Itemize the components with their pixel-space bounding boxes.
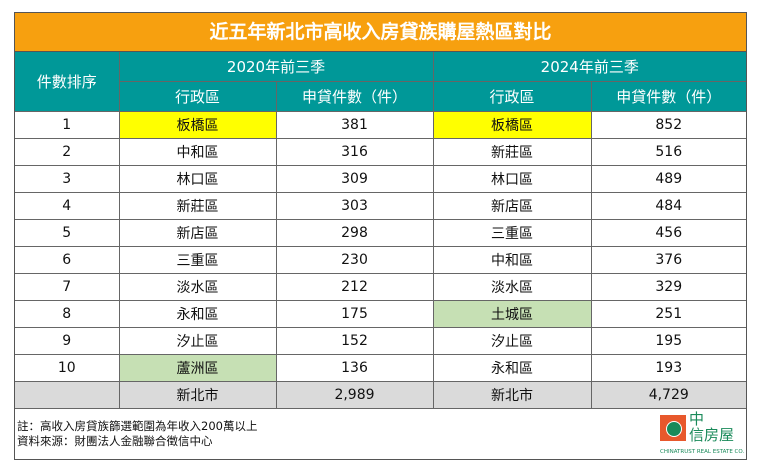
district-2024-cell: 林口區: [432, 165, 592, 193]
total-count-2024: 4,729: [590, 381, 746, 409]
district-2024-cell: 新店區: [432, 192, 592, 220]
rank-cell: 8: [15, 300, 120, 328]
district-2020-cell: 新店區: [118, 219, 277, 247]
table-row: 5 新店區 298 三重區 456: [15, 219, 746, 247]
count-2024-cell: 456: [590, 219, 746, 247]
district-header-2024: 行政區: [432, 81, 592, 112]
logo-text-2: 信房屋: [689, 426, 735, 444]
count-2020-cell: 316: [275, 138, 434, 166]
count-2020-cell: 175: [275, 300, 434, 328]
district-2024-cell: 汐止區: [432, 327, 592, 355]
count-2024-cell: 195: [590, 327, 746, 355]
count-2020-cell: 298: [275, 219, 434, 247]
table-row: 4 新莊區 303 新店區 484: [15, 192, 746, 220]
count-2024-cell: 329: [590, 273, 746, 301]
count-2020-cell: 212: [275, 273, 434, 301]
table-row: 3 林口區 309 林口區 489: [15, 165, 746, 193]
table-row: 6 三重區 230 中和區 376: [15, 246, 746, 274]
district-2024-cell: 板橋區: [432, 111, 592, 139]
rank-cell: 2: [15, 138, 120, 166]
district-header-2020: 行政區: [119, 81, 277, 112]
logo-english: CHINATRUST REAL ESTATE CO.: [660, 449, 745, 455]
total-row: 新北市 2,989 新北市 4,729: [15, 381, 746, 409]
count-2020-cell: 303: [275, 192, 434, 220]
table-row: 8 永和區 175 土城區 251: [15, 300, 746, 328]
district-2024-cell: 三重區: [432, 219, 592, 247]
table-row: 10 蘆洲區 136 永和區 193: [15, 354, 746, 382]
district-2020-cell: 新莊區: [118, 192, 277, 220]
rank-cell: 3: [15, 165, 120, 193]
notes: 註：高收入房貸族篩選範圍為年收入200萬以上 資料來源：財團法人金融聯合徵信中心: [17, 419, 257, 449]
rank-header: 件數排序: [15, 52, 120, 112]
district-2024-cell: 中和區: [432, 246, 592, 274]
district-2020-cell: 永和區: [118, 300, 277, 328]
count-2024-cell: 251: [590, 300, 746, 328]
district-2024-cell: 土城區: [432, 300, 592, 328]
total-district-2020: 新北市: [118, 381, 277, 409]
count-2024-cell: 193: [590, 354, 746, 382]
chinatrust-logo: 中信房屋 CHINATRUST REAL ESTATE CO.: [660, 410, 744, 459]
table-row: 1 板橋區 381 板橋區 852: [15, 111, 746, 139]
count-2024-cell: 852: [590, 111, 746, 139]
district-2020-cell: 淡水區: [118, 273, 277, 301]
count-2020-cell: 309: [275, 165, 434, 193]
count-2024-cell: 376: [590, 246, 746, 274]
count-2020-cell: 152: [275, 327, 434, 355]
district-2020-cell: 中和區: [118, 138, 277, 166]
count-2024-cell: 516: [590, 138, 746, 166]
logo-text-1: 中: [689, 410, 705, 428]
rank-cell: 1: [15, 111, 120, 139]
district-2020-cell: 三重區: [118, 246, 277, 274]
district-2020-cell: 汐止區: [118, 327, 277, 355]
table-row: 2 中和區 316 新莊區 516: [15, 138, 746, 166]
comparison-table-panel: 近五年新北市高收入房貸族購屋熱區對比 件數排序 2020年前三季 2024年前三…: [14, 12, 747, 460]
rank-cell: 6: [15, 246, 120, 274]
rank-cell: 10: [15, 354, 120, 382]
total-rank: [15, 381, 120, 409]
total-count-2020: 2,989: [275, 381, 434, 409]
table-row: 7 淡水區 212 淡水區 329: [15, 273, 746, 301]
period-2020-header: 2020年前三季: [118, 52, 434, 82]
period-2024-header: 2024年前三季: [432, 52, 746, 82]
total-district-2024: 新北市: [432, 381, 592, 409]
globe-icon: [666, 421, 682, 437]
note-data-source: 資料來源：財團法人金融聯合徵信中心: [17, 434, 213, 448]
district-2020-cell: 蘆洲區: [118, 354, 277, 382]
rank-cell: 7: [15, 273, 120, 301]
count-header-2020: 申貸件數（件）: [275, 81, 434, 112]
district-2024-cell: 新莊區: [432, 138, 592, 166]
district-2020-cell: 板橋區: [118, 111, 277, 139]
footer: 註：高收入房貸族篩選範圍為年收入200萬以上 資料來源：財團法人金融聯合徵信中心…: [15, 409, 746, 459]
rank-cell: 4: [15, 192, 120, 220]
comparison-table: 件數排序 2020年前三季 2024年前三季 行政區 申貸件數（件） 行政區 申…: [15, 52, 746, 409]
note-income-criteria: 註：高收入房貸族篩選範圍為年收入200萬以上: [17, 419, 258, 433]
count-2020-cell: 381: [275, 111, 434, 139]
count-2020-cell: 136: [275, 354, 434, 382]
count-2024-cell: 484: [590, 192, 746, 220]
district-2024-cell: 淡水區: [432, 273, 592, 301]
count-header-2024: 申貸件數（件）: [590, 81, 746, 112]
table-row: 9 汐止區 152 汐止區 195: [15, 327, 746, 355]
rank-cell: 9: [15, 327, 120, 355]
table-title: 近五年新北市高收入房貸族購屋熱區對比: [15, 13, 746, 52]
district-2020-cell: 林口區: [118, 165, 277, 193]
count-2020-cell: 230: [275, 246, 434, 274]
rank-cell: 5: [15, 219, 120, 247]
district-2024-cell: 永和區: [432, 354, 592, 382]
count-2024-cell: 489: [590, 165, 746, 193]
